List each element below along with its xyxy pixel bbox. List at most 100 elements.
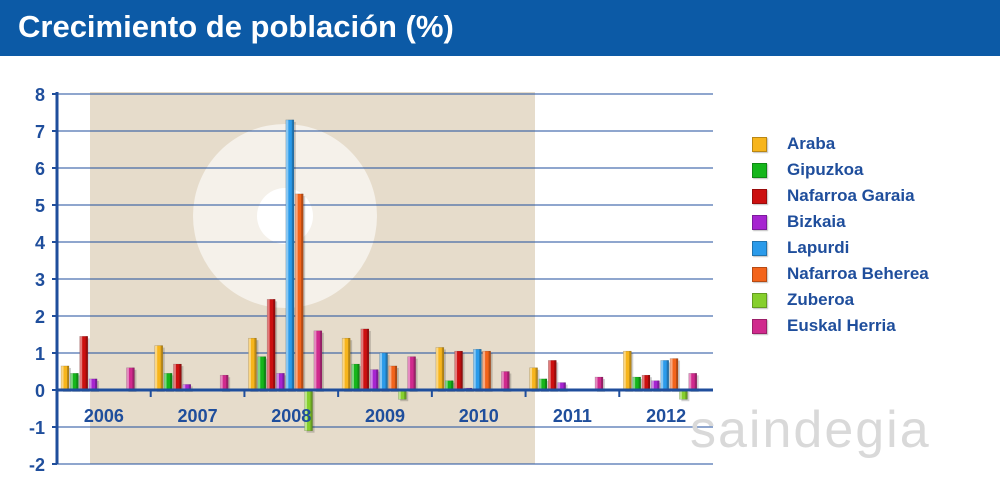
bar — [126, 367, 137, 392]
bar — [482, 350, 493, 392]
axes — [55, 92, 713, 464]
bar-fill — [475, 349, 482, 390]
bar-fill — [222, 375, 229, 390]
bar-fill — [672, 358, 679, 390]
bar-fill — [438, 347, 444, 390]
bar — [669, 358, 681, 392]
legend-item: Nafarroa Beherea — [752, 261, 929, 287]
bar-edge — [676, 358, 679, 390]
bar-fill — [63, 365, 69, 390]
y-tick-label: 2 — [35, 307, 45, 327]
bar-edge — [451, 380, 454, 390]
bar-fill — [344, 338, 351, 390]
bar-fill — [550, 360, 557, 390]
bar-edge — [132, 367, 135, 390]
bar — [660, 360, 671, 392]
bar-fill — [278, 373, 285, 390]
bar-fill — [250, 338, 257, 390]
bar — [285, 119, 296, 393]
legend-item: Lapurdi — [752, 235, 929, 261]
bar-edge — [366, 328, 369, 390]
x-category-label: 2008 — [271, 406, 311, 426]
bar-fill — [681, 390, 688, 400]
bar-edge — [160, 345, 163, 390]
bar-edge — [460, 351, 463, 390]
bar-edge — [563, 382, 566, 390]
bar-edge — [413, 356, 416, 390]
bar-edge — [179, 364, 182, 390]
bar-edge — [394, 365, 397, 390]
bar-edge — [170, 373, 173, 390]
legend-item: Zuberoa — [752, 287, 929, 313]
bar-fill — [597, 377, 604, 390]
bar — [529, 367, 540, 392]
bar-fill — [353, 364, 360, 390]
bar-edge — [67, 365, 69, 390]
bar-edge — [441, 347, 444, 390]
bar — [79, 336, 90, 392]
y-tick-label: 8 — [35, 85, 45, 105]
bar-fill — [307, 390, 313, 431]
x-category-label: 2009 — [365, 406, 405, 426]
legend-item: Euskal Herria — [752, 313, 929, 339]
bar-fill — [541, 378, 547, 390]
legend-swatch — [752, 162, 767, 178]
bar-edge — [319, 330, 322, 390]
legend-swatch — [752, 266, 767, 282]
bar — [360, 328, 371, 392]
bar-fill — [560, 382, 566, 390]
bar-fill — [503, 371, 510, 390]
legend-item: Gipuzkoa — [752, 157, 929, 183]
watermark-logo: saindegia — [690, 401, 931, 459]
bar-edge — [657, 380, 660, 390]
bar — [257, 356, 268, 392]
bar-edge — [85, 336, 88, 390]
bar-fill — [663, 360, 669, 390]
bar-edge — [479, 349, 482, 390]
y-tick-label: 3 — [35, 270, 45, 290]
bar-edge — [507, 371, 510, 390]
bar — [173, 363, 184, 392]
bar-fill — [128, 367, 135, 390]
bar-fill — [653, 380, 660, 390]
legend-label: Zuberoa — [787, 290, 855, 309]
bar-edge — [291, 119, 294, 391]
bar-edge — [273, 299, 276, 390]
x-category-label: 2006 — [84, 406, 124, 426]
page-title: Crecimiento de población (%) — [18, 9, 454, 44]
bar-fill — [485, 351, 491, 390]
bar-edge — [95, 378, 98, 390]
bar — [266, 299, 278, 392]
bar — [294, 193, 306, 392]
bar-fill — [363, 328, 369, 390]
x-category-label: 2010 — [459, 406, 499, 426]
legend-swatch — [752, 292, 767, 308]
bar-edge — [685, 390, 688, 400]
bar-fill — [82, 336, 88, 390]
legend-swatch — [752, 240, 767, 256]
y-tick-label: -2 — [29, 455, 45, 475]
bars — [60, 119, 699, 433]
bar-fill — [185, 384, 191, 390]
bar-edge — [76, 373, 79, 390]
bar-edge — [263, 356, 266, 390]
bar-edge — [301, 193, 304, 390]
x-axis-categories: 2006 2007 2008 2009 2010 2011 2012 — [84, 406, 686, 426]
bar-fill — [635, 377, 641, 390]
bar-edge — [544, 378, 547, 390]
bar-edge — [254, 338, 257, 390]
x-category-label: 2012 — [646, 406, 686, 426]
bar-fill — [175, 364, 182, 390]
bar-edge — [638, 377, 641, 390]
legend-label: Bizkaia — [787, 212, 846, 231]
bar — [388, 365, 399, 392]
bar-fill — [691, 373, 697, 390]
bar-edge — [554, 360, 557, 390]
bar-fill — [400, 390, 407, 400]
bar-fill — [260, 356, 266, 390]
bar-edge — [357, 364, 360, 390]
bar-edge — [348, 338, 351, 390]
bar-edge — [488, 351, 491, 390]
bar-fill — [269, 299, 276, 390]
